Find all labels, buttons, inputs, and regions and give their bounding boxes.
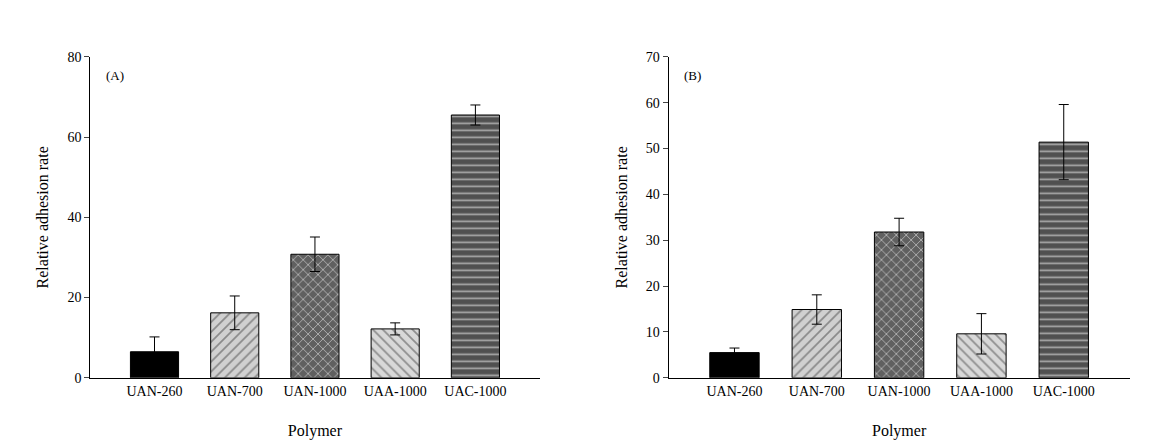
svg-text:60: 60 bbox=[68, 130, 82, 145]
svg-text:80: 80 bbox=[68, 50, 82, 65]
svg-text:UAC-1000: UAC-1000 bbox=[444, 384, 506, 399]
svg-text:UAA-1000: UAA-1000 bbox=[364, 384, 427, 399]
svg-text:Relative adhesion rate: Relative adhesion rate bbox=[34, 146, 51, 288]
svg-text:50: 50 bbox=[646, 141, 660, 156]
svg-text:40: 40 bbox=[646, 187, 660, 202]
svg-text:UAA-1000: UAA-1000 bbox=[950, 384, 1013, 399]
svg-text:UAN-700: UAN-700 bbox=[207, 384, 263, 399]
svg-text:0: 0 bbox=[75, 371, 82, 386]
svg-text:Relative adhesion rate: Relative adhesion rate bbox=[613, 146, 630, 288]
svg-text:20: 20 bbox=[646, 279, 660, 294]
svg-text:Polymer: Polymer bbox=[872, 422, 927, 440]
svg-text:0: 0 bbox=[653, 371, 660, 386]
svg-text:40: 40 bbox=[68, 210, 82, 225]
svg-text:10: 10 bbox=[646, 325, 660, 340]
svg-text:UAN-260: UAN-260 bbox=[127, 384, 183, 399]
svg-text:UAN-1000: UAN-1000 bbox=[283, 384, 346, 399]
svg-text:Polymer: Polymer bbox=[288, 422, 343, 440]
svg-text:UAN-260: UAN-260 bbox=[706, 384, 762, 399]
svg-text:UAC-1000: UAC-1000 bbox=[1033, 384, 1095, 399]
svg-text:70: 70 bbox=[646, 50, 660, 65]
svg-text:(A): (A) bbox=[106, 68, 124, 83]
svg-text:20: 20 bbox=[68, 290, 82, 305]
svg-text:(B): (B) bbox=[684, 68, 701, 83]
svg-text:UAN-700: UAN-700 bbox=[789, 384, 845, 399]
svg-text:UAN-1000: UAN-1000 bbox=[868, 384, 931, 399]
svg-text:60: 60 bbox=[646, 96, 660, 111]
svg-text:30: 30 bbox=[646, 233, 660, 248]
